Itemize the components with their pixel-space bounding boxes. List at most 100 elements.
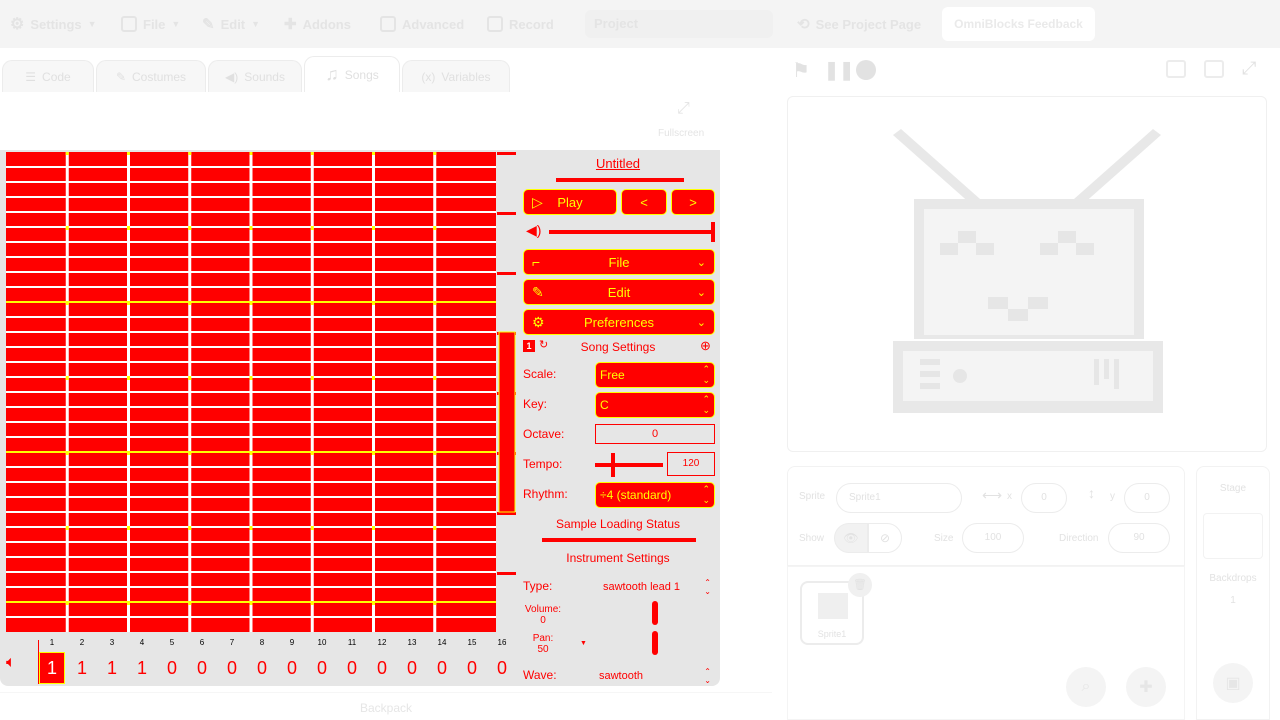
show-visible-button[interactable]: 👁︎ bbox=[834, 523, 868, 553]
pattern-step[interactable]: 0 bbox=[286, 658, 297, 678]
scale-value: Free bbox=[600, 368, 625, 382]
gear-icon: ⚙ bbox=[10, 16, 25, 33]
delete-sprite-button[interactable]: 🗑︎ bbox=[848, 573, 872, 597]
addons-button[interactable]: ✚ Addons bbox=[284, 14, 351, 34]
tempo-input[interactable]: 120 bbox=[667, 452, 715, 476]
pattern-step[interactable]: 0 bbox=[406, 658, 417, 678]
instrument-settings-title: Instrument Settings bbox=[566, 551, 670, 565]
project-title-input[interactable]: Project bbox=[585, 10, 773, 38]
octave-input[interactable]: 0 bbox=[595, 424, 715, 444]
step-number: 11 bbox=[347, 638, 357, 647]
pattern-step[interactable]: 0 bbox=[346, 658, 357, 678]
file-menu[interactable]: File ▼ bbox=[121, 14, 180, 34]
grid-bar-line bbox=[310, 152, 314, 632]
record-button[interactable]: Record bbox=[487, 14, 554, 34]
pattern-scrollbar[interactable] bbox=[497, 152, 517, 632]
grid-bar-marker bbox=[310, 301, 314, 305]
mute-speaker-icon[interactable]: 🔈︎ bbox=[6, 654, 16, 671]
instrument-volume-slider[interactable] bbox=[652, 601, 658, 625]
pattern-step[interactable]: 0 bbox=[226, 658, 237, 678]
tempo-slider-thumb[interactable] bbox=[611, 453, 615, 477]
advanced-menu[interactable]: Advanced bbox=[380, 14, 464, 34]
note-grid[interactable] bbox=[6, 152, 496, 632]
song-title[interactable]: Untitled bbox=[595, 156, 641, 171]
search-icon: ⌕ bbox=[1081, 678, 1091, 695]
grid-bar-marker bbox=[310, 226, 314, 230]
size-label: Size bbox=[934, 533, 954, 544]
tab-sounds[interactable]: ◀) Sounds bbox=[208, 60, 302, 92]
tab-code[interactable]: ☰ Code bbox=[2, 60, 94, 92]
pattern-step[interactable]: 0 bbox=[436, 658, 447, 678]
see-project-page-button[interactable]: ⟲ See Project Page bbox=[797, 14, 921, 34]
small-stage-icon[interactable] bbox=[1166, 60, 1186, 78]
sprite-label: Sprite bbox=[799, 491, 826, 502]
play-button[interactable]: ▷ Play bbox=[523, 189, 617, 215]
stage-canvas[interactable] bbox=[787, 96, 1267, 452]
pan-label: Pan: bbox=[532, 633, 554, 644]
tab-variables[interactable]: (x) Variables bbox=[402, 60, 510, 92]
backpack-bar[interactable]: Backpack bbox=[0, 692, 772, 720]
preferences-dropdown[interactable]: ⚙ Preferences ⌄ bbox=[523, 309, 715, 335]
song-settings-title: Song Settings bbox=[580, 340, 656, 354]
pan-slider[interactable] bbox=[652, 631, 658, 655]
variable-icon: (x) bbox=[421, 69, 436, 84]
rhythm-select[interactable]: ÷4 (standard) ⌃ ⌄ bbox=[595, 482, 715, 508]
feedback-button[interactable]: OmniBlocks Feedback bbox=[942, 7, 1095, 41]
size-input[interactable]: 100 bbox=[962, 523, 1024, 553]
file-dropdown[interactable]: ⌐ File ⌄ bbox=[523, 249, 715, 275]
sprite-name-input[interactable]: Sprite1 bbox=[836, 483, 962, 513]
volume-slider[interactable] bbox=[549, 222, 715, 242]
edit-dropdown[interactable]: ✎ Edit ⌄ bbox=[523, 279, 715, 305]
pattern-step[interactable]: 0 bbox=[316, 658, 327, 678]
pattern-step[interactable]: 1 bbox=[106, 658, 117, 678]
pattern-step[interactable]: 1 bbox=[76, 658, 87, 678]
fullscreen-icon[interactable]: ⤢ bbox=[677, 100, 690, 117]
wave-select[interactable]: sawtooth ⌃ ⌄ bbox=[599, 667, 715, 685]
pause-icon[interactable]: ❚❚ bbox=[824, 60, 855, 80]
pattern-step[interactable]: 1 bbox=[136, 658, 147, 678]
pattern-step[interactable]: 0 bbox=[166, 658, 177, 678]
pan-value: 50 bbox=[537, 644, 549, 655]
scale-select[interactable]: Free ⌃ ⌄ bbox=[595, 362, 715, 388]
pattern-step[interactable]: 0 bbox=[466, 658, 477, 678]
updown-icon: ⌃ ⌄ bbox=[702, 364, 710, 385]
grid-bar-marker bbox=[127, 451, 130, 455]
prev-button[interactable]: < bbox=[621, 189, 667, 215]
stage-selector[interactable]: Stage Backdrops 1 ▣ bbox=[1196, 466, 1270, 720]
show-hidden-button[interactable]: ⊘ bbox=[868, 523, 902, 553]
fullscreen-stage-icon[interactable]: ⤢ bbox=[1242, 58, 1257, 78]
next-button[interactable]: > bbox=[671, 189, 715, 215]
y-input[interactable]: 0 bbox=[1124, 483, 1170, 513]
pattern-step[interactable]: 0 bbox=[496, 658, 507, 678]
tab-costumes[interactable]: ✎ Costumes bbox=[96, 60, 206, 92]
x-input[interactable]: 0 bbox=[1021, 483, 1067, 513]
large-stage-icon[interactable] bbox=[1204, 60, 1224, 78]
advanced-label: Advanced bbox=[402, 16, 465, 32]
grid-bar-marker bbox=[433, 226, 437, 230]
pattern-step[interactable]: 1 bbox=[39, 652, 65, 684]
pattern-step[interactable]: 0 bbox=[256, 658, 267, 678]
chevron-down-icon: ⌄ bbox=[696, 286, 706, 299]
search-sprite-button[interactable]: ⌕ bbox=[1066, 667, 1106, 707]
undo-icon[interactable]: ↻ bbox=[539, 339, 549, 351]
volume-slider-thumb[interactable] bbox=[711, 222, 715, 242]
key-select[interactable]: C ⌃ ⌄ bbox=[595, 392, 715, 418]
octave-scroll-thumb[interactable] bbox=[498, 331, 516, 513]
pattern-step[interactable]: 0 bbox=[196, 658, 207, 678]
settings-menu[interactable]: ⚙ Settings ▼ bbox=[10, 14, 97, 34]
pattern-step[interactable]: 0 bbox=[376, 658, 387, 678]
add-backdrop-button[interactable]: ▣ bbox=[1213, 663, 1253, 703]
green-flag-icon[interactable]: ⚑ bbox=[792, 60, 810, 82]
step-number: 3 bbox=[109, 638, 115, 647]
direction-input[interactable]: 90 bbox=[1108, 523, 1170, 553]
tab-songs[interactable]: ♫ Songs bbox=[304, 56, 400, 92]
tempo-slider[interactable] bbox=[595, 453, 663, 477]
grid-bar-marker bbox=[310, 451, 314, 455]
globe-icon[interactable]: ⊕ bbox=[700, 338, 711, 353]
add-sprite-button[interactable]: ✚ bbox=[1126, 667, 1166, 707]
instrument-type-select[interactable]: sawtooth lead 1 ⌃ ⌄ bbox=[603, 578, 715, 596]
edit-menu[interactable]: ✎ Edit ▼ bbox=[202, 14, 260, 34]
stop-icon[interactable] bbox=[856, 60, 876, 80]
